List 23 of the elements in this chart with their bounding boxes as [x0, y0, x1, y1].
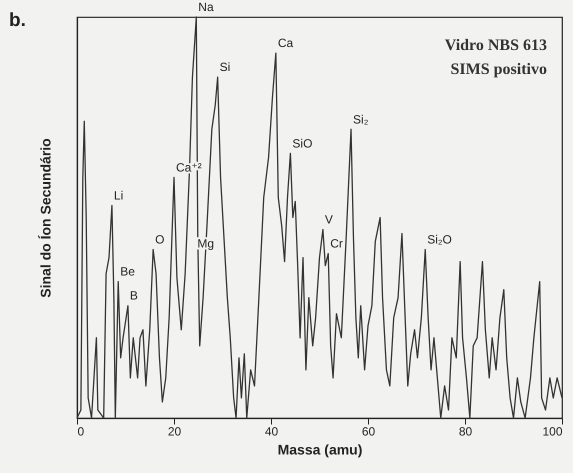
x-axis-title: Massa (amu)	[278, 442, 362, 458]
annotation: Cr	[330, 236, 343, 251]
x-tick-label: 40	[264, 424, 278, 438]
annotation: Vidro NBS 613	[444, 37, 547, 54]
annotation: Si	[220, 60, 230, 74]
annotation: Be	[120, 264, 136, 279]
x-tick-label: 80	[458, 424, 472, 438]
annotation: SiO	[292, 136, 312, 150]
x-tick-label: 100	[542, 424, 563, 438]
x-tick-label: 0	[78, 424, 84, 438]
y-axis-title: Sinal do Íon Secundário	[38, 138, 54, 298]
annotation: Si₂O	[427, 232, 452, 247]
annotation: Li	[114, 188, 124, 202]
text: b.	[9, 10, 26, 31]
annotation: Si₂	[353, 112, 369, 126]
annotation: Ca	[278, 36, 294, 50]
annotation: V	[324, 212, 333, 227]
annotation: SIMS positivo	[450, 61, 547, 78]
annotation: B	[130, 288, 138, 303]
annotation: Na	[198, 0, 214, 14]
x-tick-label: 20	[168, 424, 182, 438]
annotation: O	[155, 232, 164, 247]
x-tick-label: 60	[362, 424, 376, 438]
